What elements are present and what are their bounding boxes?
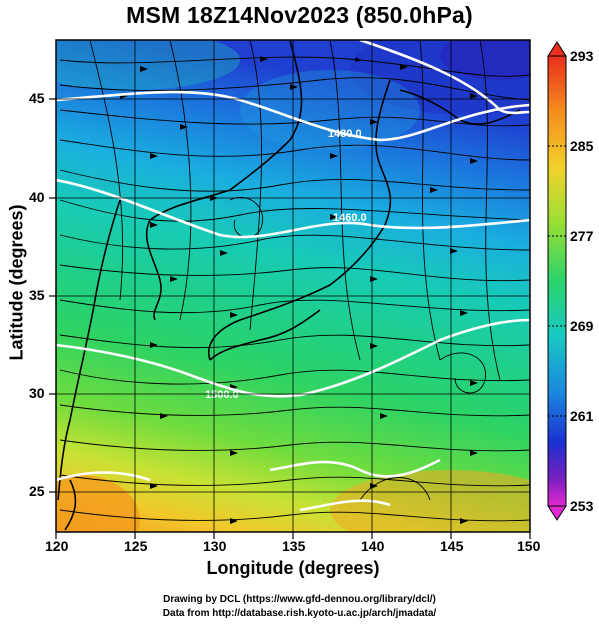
credit-drawing: Drawing by DCL (https://www.gfd-dennou.o… — [163, 594, 436, 605]
y-tick-25: 25 — [29, 483, 45, 499]
x-tick-130: 130 — [203, 538, 227, 554]
colorbar-label-253: 253 — [570, 498, 594, 514]
x-tick-150: 150 — [517, 538, 541, 554]
tick-marks — [49, 98, 531, 539]
colorbar — [547, 41, 567, 521]
x-tick-135: 135 — [282, 538, 306, 554]
contour-label-1500: 1500.0 — [205, 389, 239, 401]
x-tick-145: 145 — [440, 538, 464, 554]
credit-data: Data from http://database.rish.kyoto-u.a… — [162, 608, 437, 619]
contour-label-1480: 1480.0 — [328, 128, 362, 140]
colorbar-label-285: 285 — [570, 138, 594, 154]
colorbar-label-277: 277 — [570, 228, 594, 244]
y-tick-35: 35 — [29, 287, 45, 303]
x-tick-120: 120 — [45, 538, 69, 554]
colorbar-label-269: 269 — [570, 318, 594, 334]
chart-title: MSM 18Z14Nov2023 (850.0hPa) — [126, 2, 473, 28]
y-tick-40: 40 — [29, 189, 45, 205]
x-tick-125: 125 — [124, 538, 148, 554]
contour-label-1460: 1460.0 — [333, 212, 367, 224]
height-contours — [56, 40, 530, 512]
x-axis-label: Longitude (degrees) — [206, 558, 380, 578]
y-tick-30: 30 — [29, 385, 45, 401]
colorbar-label-293: 293 — [570, 48, 594, 64]
y-tick-45: 45 — [29, 90, 45, 106]
gridlines — [56, 40, 530, 532]
x-tick-140: 140 — [361, 538, 385, 554]
colorbar-label-261: 261 — [570, 408, 594, 424]
